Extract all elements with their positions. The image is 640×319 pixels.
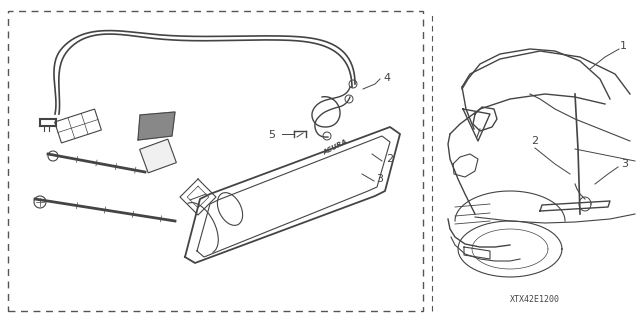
Text: 3: 3 xyxy=(376,174,383,184)
Bar xyxy=(8,11,423,311)
Text: 2: 2 xyxy=(531,136,539,146)
Text: 4: 4 xyxy=(383,73,390,83)
Text: ACURA: ACURA xyxy=(322,138,348,156)
Text: 1: 1 xyxy=(620,41,627,51)
Text: 3: 3 xyxy=(621,159,628,169)
Text: 5: 5 xyxy=(269,130,275,140)
Text: 2: 2 xyxy=(387,154,394,164)
Bar xyxy=(140,139,177,173)
Polygon shape xyxy=(138,112,175,140)
Text: XTX42E1200: XTX42E1200 xyxy=(510,294,560,303)
Bar xyxy=(54,109,101,143)
